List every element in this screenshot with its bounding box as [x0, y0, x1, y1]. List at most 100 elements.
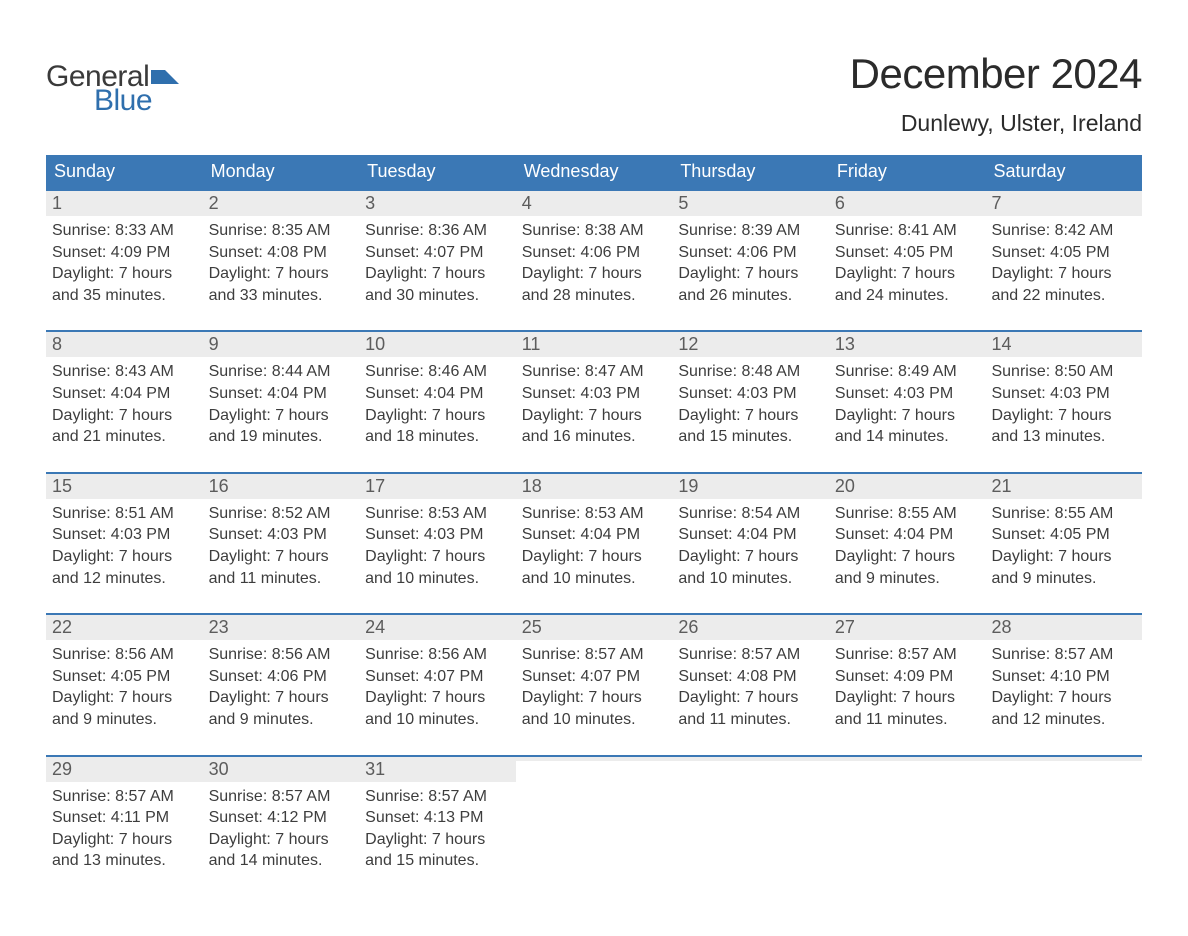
calendar-grid: Sunday Monday Tuesday Wednesday Thursday… — [46, 155, 1142, 876]
day-body: Sunrise: 8:39 AMSunset: 4:06 PMDaylight:… — [672, 216, 829, 310]
day-body: Sunrise: 8:55 AMSunset: 4:04 PMDaylight:… — [829, 499, 986, 593]
day-day2-text: and 10 minutes. — [365, 709, 510, 731]
day-day1-text: Daylight: 7 hours — [365, 405, 510, 427]
day-day2-text: and 19 minutes. — [209, 426, 354, 448]
location-text: Dunlewy, Ulster, Ireland — [850, 110, 1142, 137]
day-number: 14 — [991, 334, 1011, 354]
day-day1-text: Daylight: 7 hours — [678, 263, 823, 285]
day-day2-text: and 15 minutes. — [678, 426, 823, 448]
day-number-bar: 5 — [672, 189, 829, 216]
day-day1-text: Daylight: 7 hours — [991, 687, 1136, 709]
calendar-week: 8Sunrise: 8:43 AMSunset: 4:04 PMDaylight… — [46, 330, 1142, 451]
day-day2-text: and 9 minutes. — [52, 709, 197, 731]
calendar-day: 13Sunrise: 8:49 AMSunset: 4:03 PMDayligh… — [829, 330, 986, 451]
weekday-friday: Friday — [829, 155, 986, 189]
day-day2-text: and 24 minutes. — [835, 285, 980, 307]
day-number: 3 — [365, 193, 375, 213]
day-body: Sunrise: 8:52 AMSunset: 4:03 PMDaylight:… — [203, 499, 360, 593]
day-number-bar: 11 — [516, 330, 673, 357]
day-number: 29 — [52, 759, 72, 779]
calendar-week: 29 Sunrise: 8:57 AMSunset: 4:11 PMDayligh… — [46, 755, 1142, 876]
day-number-bar: 29 — [46, 755, 203, 782]
calendar-week: 22Sunrise: 8:56 AMSunset: 4:05 PMDayligh… — [46, 613, 1142, 734]
day-day1-text: Daylight: 7 hours — [209, 687, 354, 709]
day-body: Sunrise: 8:57 AMSunset: 4:11 PMDaylight:… — [46, 782, 203, 876]
calendar-week: 1Sunrise: 8:33 AMSunset: 4:09 PMDaylight… — [46, 189, 1142, 310]
day-body: Sunrise: 8:53 AMSunset: 4:04 PMDaylight:… — [516, 499, 673, 593]
day-number: 19 — [678, 476, 698, 496]
day-body: Sunrise: 8:56 AMSunset: 4:07 PMDaylight:… — [359, 640, 516, 734]
calendar-day: 12 Sunrise: 8:48 AMSunset: 4:03 PMDayligh… — [672, 330, 829, 451]
day-sunset-text: Sunset: 4:06 PM — [678, 242, 823, 264]
day-sunrise-text: Sunrise: 8:56 AM — [365, 644, 510, 666]
day-day2-text: and 21 minutes. — [52, 426, 197, 448]
day-number: 28 — [991, 617, 1011, 637]
day-number-bar: 10 — [359, 330, 516, 357]
day-day2-text: and 28 minutes. — [522, 285, 667, 307]
day-sunset-text: Sunset: 4:05 PM — [991, 524, 1136, 546]
calendar-day: 16Sunrise: 8:52 AMSunset: 4:03 PMDayligh… — [203, 472, 360, 593]
day-day1-text: Daylight: 7 hours — [835, 263, 980, 285]
day-number-bar: 4 — [516, 189, 673, 216]
logo-word-blue: Blue — [94, 86, 179, 116]
day-number-bar: 2 — [203, 189, 360, 216]
calendar-day: 22Sunrise: 8:56 AMSunset: 4:05 PMDayligh… — [46, 613, 203, 734]
day-body: Sunrise: 8:57 AMSunset: 4:09 PMDaylight:… — [829, 640, 986, 734]
day-day2-text: and 11 minutes. — [209, 568, 354, 590]
day-sunrise-text: Sunrise: 8:36 AM — [365, 220, 510, 242]
day-number-bar: 17 — [359, 472, 516, 499]
day-day1-text: Daylight: 7 hours — [835, 687, 980, 709]
day-day1-text: Daylight: 7 hours — [991, 405, 1136, 427]
day-sunset-text: Sunset: 4:09 PM — [835, 666, 980, 688]
day-number-bar: 20 — [829, 472, 986, 499]
calendar-page: General Blue December 2024 Dunlewy, Ulst… — [0, 0, 1188, 936]
day-day2-text: and 14 minutes. — [209, 850, 354, 872]
day-sunset-text: Sunset: 4:06 PM — [209, 666, 354, 688]
day-number-bar: 9 — [203, 330, 360, 357]
day-sunset-text: Sunset: 4:04 PM — [678, 524, 823, 546]
day-day1-text: Daylight: 7 hours — [991, 546, 1136, 568]
day-body: Sunrise: 8:33 AMSunset: 4:09 PMDaylight:… — [46, 216, 203, 310]
day-day2-text: and 11 minutes. — [835, 709, 980, 731]
day-sunset-text: Sunset: 4:03 PM — [365, 524, 510, 546]
calendar-day: 15Sunrise: 8:51 AMSunset: 4:03 PMDayligh… — [46, 472, 203, 593]
day-number: 6 — [835, 193, 845, 213]
day-day2-text: and 12 minutes. — [991, 709, 1136, 731]
day-sunset-text: Sunset: 4:04 PM — [835, 524, 980, 546]
day-day2-text: and 35 minutes. — [52, 285, 197, 307]
day-sunrise-text: Sunrise: 8:38 AM — [522, 220, 667, 242]
day-sunset-text: Sunset: 4:04 PM — [52, 383, 197, 405]
day-sunrise-text: Sunrise: 8:47 AM — [522, 361, 667, 383]
day-number-bar — [985, 755, 1142, 761]
day-number-bar: 31 — [359, 755, 516, 782]
day-number-bar: 6 — [829, 189, 986, 216]
day-sunset-text: Sunset: 4:05 PM — [52, 666, 197, 688]
day-number-bar: 21 — [985, 472, 1142, 499]
day-number: 12 — [678, 334, 698, 354]
day-body: Sunrise: 8:35 AMSunset: 4:08 PMDaylight:… — [203, 216, 360, 310]
day-day1-text: Daylight: 7 hours — [209, 405, 354, 427]
calendar-day: 26Sunrise: 8:57 AMSunset: 4:08 PMDayligh… — [672, 613, 829, 734]
day-number-bar: 26 — [672, 613, 829, 640]
day-number: 7 — [991, 193, 1001, 213]
day-number: 31 — [365, 759, 385, 779]
day-body: Sunrise: 8:43 AMSunset: 4:04 PMDaylight:… — [46, 357, 203, 451]
day-sunset-text: Sunset: 4:03 PM — [835, 383, 980, 405]
day-body: Sunrise: 8:38 AMSunset: 4:06 PMDaylight:… — [516, 216, 673, 310]
calendar-day: 17Sunrise: 8:53 AMSunset: 4:03 PMDayligh… — [359, 472, 516, 593]
day-sunset-text: Sunset: 4:13 PM — [365, 807, 510, 829]
day-sunset-text: Sunset: 4:03 PM — [678, 383, 823, 405]
day-number: 20 — [835, 476, 855, 496]
day-sunrise-text: Sunrise: 8:57 AM — [678, 644, 823, 666]
day-body: Sunrise: 8:48 AMSunset: 4:03 PMDaylight:… — [672, 357, 829, 451]
day-number: 2 — [209, 193, 219, 213]
day-sunrise-text: Sunrise: 8:49 AM — [835, 361, 980, 383]
day-sunrise-text: Sunrise: 8:50 AM — [991, 361, 1136, 383]
day-number-bar: 24 — [359, 613, 516, 640]
day-body: Sunrise: 8:41 AMSunset: 4:05 PMDaylight:… — [829, 216, 986, 310]
day-day2-text: and 22 minutes. — [991, 285, 1136, 307]
calendar-day: 24Sunrise: 8:56 AMSunset: 4:07 PMDayligh… — [359, 613, 516, 734]
day-day2-text: and 12 minutes. — [52, 568, 197, 590]
day-number: 13 — [835, 334, 855, 354]
day-body: Sunrise: 8:55 AMSunset: 4:05 PMDaylight:… — [985, 499, 1142, 593]
